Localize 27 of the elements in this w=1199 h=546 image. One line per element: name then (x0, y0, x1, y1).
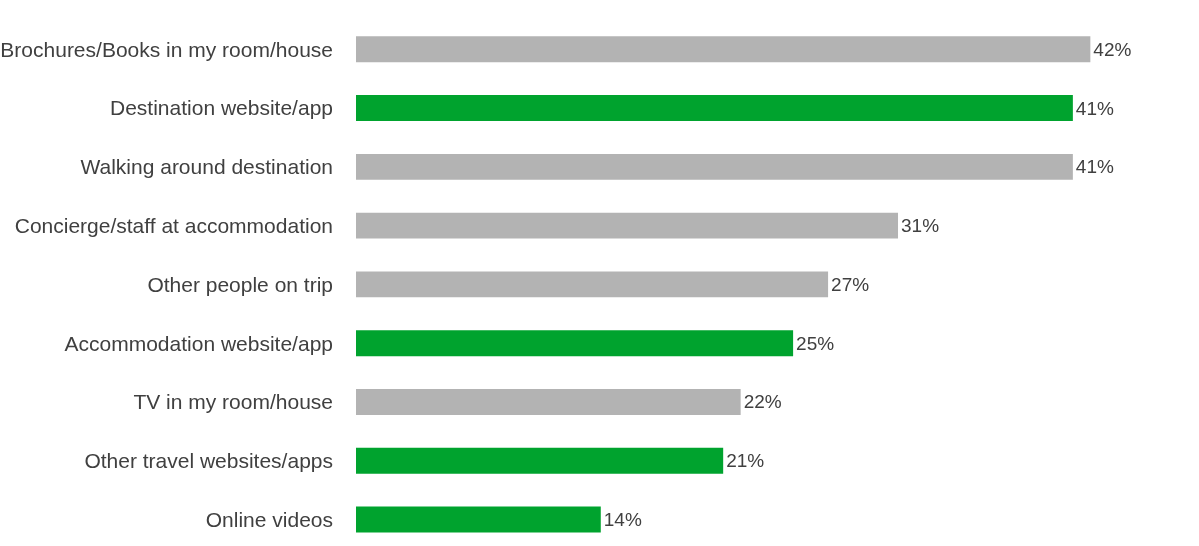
y-tick-label: Other travel websites/apps (84, 449, 333, 473)
y-tick-label: Online videos (205, 507, 333, 531)
y-tick-label: Brochures/Books in my room/house (0, 37, 333, 61)
bar (356, 212, 899, 239)
bar (356, 271, 829, 298)
y-tick-label: Accommodation website/app (64, 331, 333, 355)
y-tick-label: Destination website/app (110, 96, 333, 120)
y-tick-label: Walking around destination (80, 155, 333, 179)
data-label: 22% (743, 391, 782, 413)
bar (356, 389, 741, 415)
data-label: 41% (1075, 97, 1114, 119)
bar (356, 506, 601, 533)
data-label: 14% (603, 509, 642, 531)
data-label: 42% (1093, 38, 1132, 60)
data-label: 41% (1075, 156, 1114, 178)
bar (356, 95, 1073, 121)
bar (356, 153, 1073, 180)
bar (356, 330, 794, 357)
data-label: 21% (726, 450, 765, 472)
y-tick-label: TV in my room/house (133, 390, 333, 414)
y-tick-label: Concierge/staff at accommodation (14, 213, 333, 237)
data-label: 31% (901, 215, 940, 237)
data-label: 25% (796, 332, 835, 354)
data-label: 27% (831, 273, 870, 295)
bar (356, 36, 1091, 63)
bar (356, 447, 724, 474)
y-tick-label: Other people on trip (147, 272, 333, 296)
